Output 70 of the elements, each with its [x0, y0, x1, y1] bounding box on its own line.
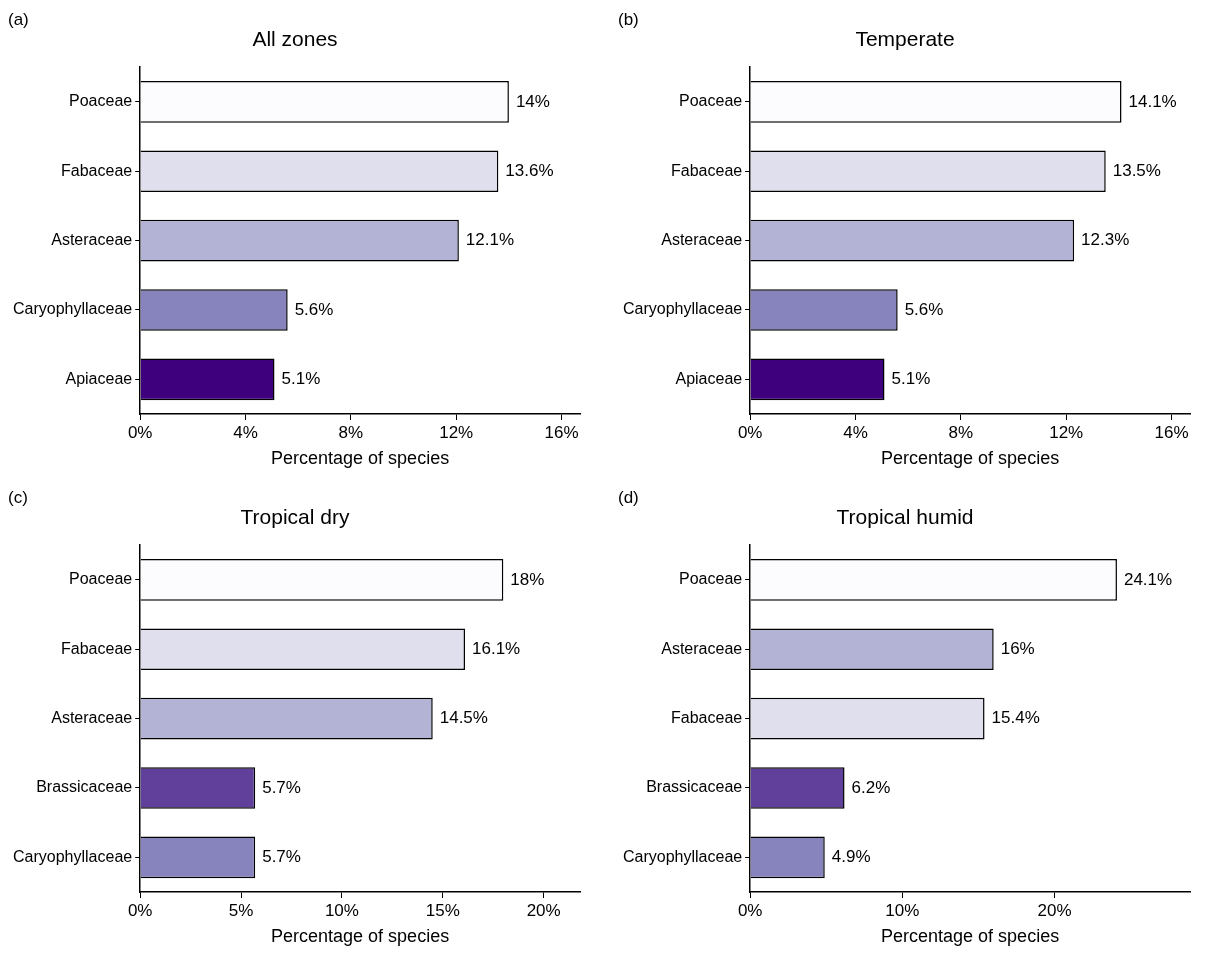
chart-title: Temperate	[855, 27, 955, 51]
x-tick-label: 8%	[948, 422, 974, 442]
y-tick-label: Brassicaceae	[646, 778, 743, 796]
data-label: 5.1%	[891, 369, 931, 389]
x-tick-label: 20%	[526, 900, 561, 920]
x-tick-label: 0%	[127, 900, 153, 920]
data-label: 16%	[1000, 638, 1035, 658]
data-label: 13.6%	[505, 160, 554, 180]
x-tick-label: 0%	[737, 422, 763, 442]
data-label: 14.1%	[1128, 91, 1177, 111]
data-label: 16.1%	[472, 638, 521, 658]
data-label: 12.1%	[465, 230, 515, 250]
y-tick-label: Fabaceae	[671, 709, 743, 727]
text: (a)	[8, 10, 29, 30]
x-axis-title: Percentage of species	[881, 448, 1060, 469]
data-label: 13.5%	[1112, 160, 1161, 180]
data-label: 5.7%	[262, 847, 301, 867]
y-tick-label: Apiaceae	[675, 369, 743, 387]
data-label: 4.9%	[831, 847, 871, 867]
x-tick-label: 8%	[338, 422, 364, 442]
y-tick-label: Poaceae	[679, 92, 743, 110]
x-tick-label: 0%	[127, 422, 153, 442]
y-tick-label: Asteraceae	[51, 231, 133, 249]
y-tick-label: Asteraceae	[661, 231, 743, 249]
data-label: 14.5%	[439, 708, 488, 728]
y-tick-label: Caryophyllaceae	[622, 300, 743, 318]
y-tick-label: Caryophyllaceae	[622, 847, 743, 865]
x-tick-label: 10%	[885, 900, 920, 920]
y-tick-label: Fabaceae	[61, 161, 133, 179]
data-label: 5.7%	[262, 777, 301, 797]
x-tick-label: 16%	[544, 422, 579, 442]
y-tick-label: Caryophyllaceae	[12, 300, 133, 318]
y-tick-label: Fabaceae	[61, 639, 133, 657]
y-tick-label: Asteraceae	[51, 709, 133, 727]
x-tick-label: 16%	[1154, 422, 1189, 442]
data-label: 15.4%	[991, 708, 1040, 728]
y-tick-label: Brassicaceae	[36, 778, 133, 796]
data-label: 24.1%	[1123, 569, 1173, 589]
y-tick-label: Apiaceae	[65, 369, 133, 387]
x-axis-title: Percentage of species	[271, 926, 450, 947]
data-label: 5.1%	[281, 369, 321, 389]
y-tick-label: Caryophyllaceae	[12, 847, 133, 865]
data-label: 14%	[515, 91, 550, 111]
y-tick-label: Poaceae	[69, 92, 133, 110]
data-label: 5.6%	[294, 299, 334, 319]
chart-title: All zones	[252, 27, 338, 51]
data-label: 6.2%	[851, 777, 891, 797]
text: (b)	[618, 10, 639, 30]
y-tick-label: Fabaceae	[671, 161, 743, 179]
y-tick-label: Poaceae	[69, 570, 133, 588]
x-tick-label: 12%	[439, 422, 474, 442]
x-tick-label: 15%	[425, 900, 460, 920]
text: (c)	[8, 488, 28, 508]
y-tick-label: Asteraceae	[661, 639, 743, 657]
x-tick-label: 5%	[228, 900, 254, 920]
data-label: 18%	[510, 569, 545, 589]
text: (d)	[618, 488, 639, 508]
data-label: 5.6%	[904, 299, 944, 319]
x-tick-label: 10%	[324, 900, 359, 920]
chart-title: Tropical dry	[240, 505, 350, 529]
data-label: 12.3%	[1081, 230, 1130, 250]
chart-title: Tropical humid	[836, 505, 974, 529]
x-tick-label: 4%	[843, 422, 868, 442]
x-tick-label: 4%	[233, 422, 258, 442]
y-tick-label: Poaceae	[679, 570, 743, 588]
x-tick-label: 20%	[1037, 900, 1072, 920]
x-axis-title: Percentage of species	[271, 448, 450, 469]
x-tick-label: 12%	[1049, 422, 1084, 442]
x-axis-title: Percentage of species	[881, 926, 1060, 947]
x-tick-label: 0%	[737, 900, 763, 920]
